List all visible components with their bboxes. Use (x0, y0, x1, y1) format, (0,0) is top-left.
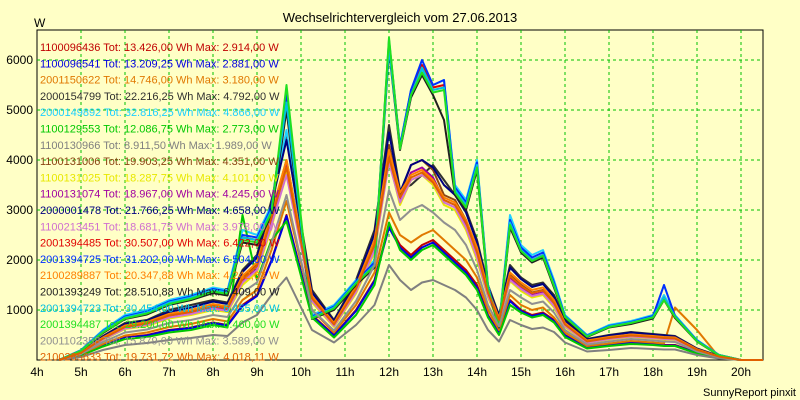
x-tick-label: 12h (379, 365, 399, 379)
series-line-2001394487 (58, 36, 763, 361)
x-tick-label: 10h (291, 365, 311, 379)
legend-entry: 2000149892 Tot: 32.816,25 Wh Max: 4.866,… (40, 107, 280, 119)
legend: 1100096436 Tot: 13.426,00 Wh Max: 2.914,… (40, 42, 280, 364)
legend-entry: 2000154799 Tot: 22.216,25 Wh Max: 4.792,… (40, 91, 280, 103)
y-tick-label: 4000 (6, 153, 33, 167)
series-line-2001102358 (58, 189, 763, 361)
legend-entry: 2001393249 Tot: 28.510,88 Wh Max: 6.409,… (40, 287, 280, 299)
y-axis: 1000 2000 3000 4000 5000 6000 (6, 53, 33, 317)
series-line-2001150622 (58, 200, 763, 361)
y-tick-label: 1000 (6, 303, 33, 317)
legend-entry: 1100130966 Tot: 8.911,50 Wh Max: 1.989,0… (40, 140, 272, 152)
legend-entry: 2000001478 Tot: 21.766,25 Wh Max: 4.658,… (40, 205, 280, 217)
x-tick-label: 7h (162, 365, 175, 379)
series-line-2000001478 (58, 131, 763, 361)
y-tick-label: 6000 (6, 53, 33, 67)
series-line-1100130966 (58, 264, 763, 361)
x-tick-label: 6h (118, 365, 131, 379)
x-tick-label: 8h (206, 365, 219, 379)
legend-entry: 2001394487 Tot: 29.200,00 Wh Max: 6.460,… (40, 319, 280, 331)
x-tick-label: 18h (643, 365, 663, 379)
legend-entry: 1100131074 Tot: 18.967,00 Wh Max: 4.245,… (40, 189, 279, 201)
series-line-2100285633 (58, 156, 763, 361)
series-lines (58, 36, 763, 361)
legend-entry: 1100131006 Tot: 19.903,25 Wh Max: 4.351,… (40, 156, 279, 168)
legend-entry: 1100213451 Tot: 18.681,75 Wh Max: 3.978,… (40, 221, 279, 233)
legend-entry: 1100131025 Tot: 18.287,75 Wh Max: 4.101,… (40, 172, 279, 184)
legend-entry: 2100289887 Tot: 20.347,88 Wh Max: 4.242,… (40, 270, 280, 282)
y-tick-label: 5000 (6, 103, 33, 117)
x-tick-label: 11h (335, 365, 354, 379)
x-tick-label: 4h (30, 365, 43, 379)
x-tick-label: 15h (511, 365, 531, 379)
legend-entry: 1100096436 Tot: 13.426,00 Wh Max: 2.914,… (40, 42, 279, 54)
legend-entry: 1100129553 Tot: 12.086,75 Wh Max: 2.773,… (40, 124, 279, 136)
legend-entry: 2001394723 Tot: 30.454,00 Wh Max: 6.455,… (40, 303, 280, 315)
legend-entry: 2001394485 Tot: 30.507,00 Wh Max: 6.422,… (40, 238, 280, 250)
x-tick-label: 16h (555, 365, 575, 379)
x-tick-label: 19h (687, 365, 707, 379)
x-axis: 4h 5h 6h 7h 8h 9h 10h 11h 12h 13h 14h 15h 16h 17h 18h 1… (30, 365, 751, 379)
x-tick-label: 9h (250, 365, 263, 379)
y-tick-label: 2000 (6, 253, 33, 267)
y-tick-label: 3000 (6, 203, 33, 217)
legend-entry: 1100096541 Tot: 13.209,25 Wh Max: 2.881,… (40, 58, 279, 70)
legend-entry: 2001150622 Tot: 14.746,00 Wh Max: 3.180,… (40, 75, 279, 87)
x-tick-label: 5h (74, 365, 87, 379)
legend-entry: 2100285633 Tot: 19.731,72 Wh Max: 4.018,… (40, 352, 279, 364)
series-line-1100129553 (58, 214, 763, 361)
legend-entry: 2001102358 Tot: 15.879,00 Wh Max: 3.589,… (40, 335, 279, 347)
x-tick-label: 20h (731, 365, 751, 379)
legend-entry: 2001394725 Tot: 31.202,00 Wh Max: 6.504,… (40, 254, 280, 266)
footer-credit: SunnyReport pinxit (703, 387, 796, 399)
x-tick-label: 17h (599, 365, 619, 379)
y-axis-label: W (34, 16, 46, 30)
x-tick-label: 13h (423, 365, 443, 379)
chart-title: Wechselrichtervergleich vom 27.06.2013 (283, 10, 518, 25)
x-tick-label: 14h (467, 365, 487, 379)
